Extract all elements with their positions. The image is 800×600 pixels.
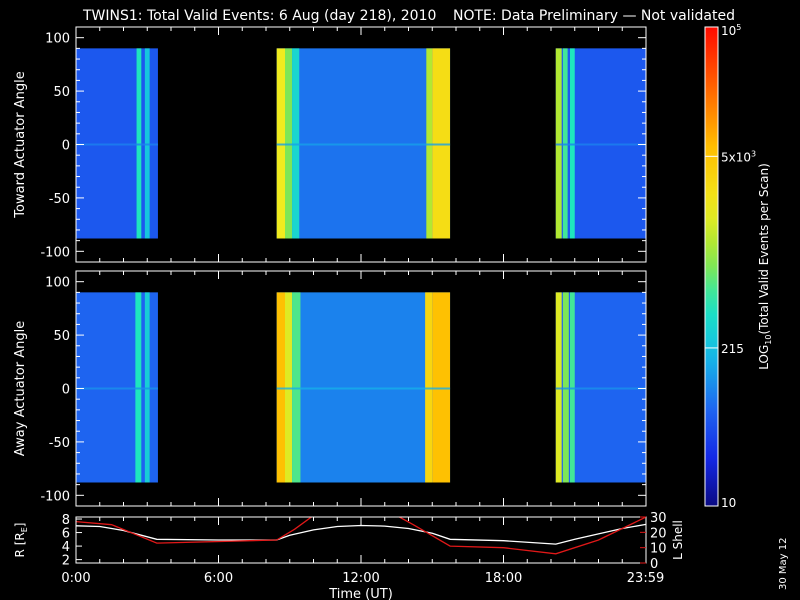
away-stripe <box>292 292 301 483</box>
toward-stripe <box>570 48 575 239</box>
colorbar-tick-mantissa: 5x10 <box>721 150 751 164</box>
radial-distance-line <box>76 523 646 545</box>
away-segment <box>555 292 646 483</box>
away-angle-panel: 100 50 0 -50 -100 Away Actuator Angle <box>13 270 647 507</box>
away-stripe <box>555 292 562 483</box>
orbit-y-tick-label: 8 <box>62 513 70 528</box>
time-tick-label: 23:59 <box>627 571 664 586</box>
away-y-label: Away Actuator Angle <box>13 321 28 456</box>
colorbar-label-log: LOG <box>757 345 771 370</box>
colorbar-tick-label: 105 <box>721 23 741 38</box>
orbit-y-tick-label: 4 <box>62 540 70 555</box>
orbit-y-tick-label: 2 <box>62 554 70 569</box>
away-y-tick-label: 50 <box>53 329 70 344</box>
toward-segment <box>76 48 158 239</box>
colorbar-tick-mantissa: 215 <box>721 342 744 356</box>
time-tick-label: 0:00 <box>61 571 90 586</box>
away-stripe <box>570 292 575 483</box>
toward-stripe <box>276 48 285 239</box>
colorbar-tick-label: 5x103 <box>721 149 756 164</box>
time-axis-label: Time (UT) <box>328 587 393 600</box>
away-y-tick-label: -100 <box>40 489 70 504</box>
lshell-y-tick-label: 0 <box>650 557 658 572</box>
colorbar-tick-mantissa: 10 <box>721 496 736 510</box>
toward-segment <box>555 48 646 239</box>
toward-zero-band <box>76 143 158 146</box>
away-zero-band <box>76 387 158 390</box>
toward-stripe <box>426 48 433 239</box>
lshell-y-tick-label: 10 <box>650 542 667 557</box>
toward-stripe <box>432 48 451 239</box>
toward-stripe <box>144 48 150 239</box>
colorbar-label-sub: 10 <box>764 335 773 345</box>
colorbar-tick-exponent: 5 <box>736 23 741 32</box>
side-date: 30 May 12 <box>778 538 789 590</box>
colorbar-label: LOG10(Total Valid Events per Scan) <box>757 163 773 370</box>
l-shell-line <box>76 517 646 555</box>
away-y-tick-label: -50 <box>49 436 70 451</box>
away-stripe <box>135 292 142 483</box>
toward-stripe <box>562 48 568 239</box>
time-tick-label: 18:00 <box>485 571 522 586</box>
toward-stripe <box>555 48 562 239</box>
colorbar-tick-label: 215 <box>721 342 744 356</box>
colorbar-tick-exponent: 3 <box>751 149 756 158</box>
time-tick-label: 6:00 <box>204 571 233 586</box>
lshell-y-tick-label: 30 <box>650 511 667 526</box>
away-stripe <box>562 292 569 483</box>
orbit-y-tick-label: 6 <box>62 527 70 542</box>
away-segment <box>276 292 451 483</box>
orbit-y-label: R [RE] <box>13 523 29 558</box>
colorbar-tick-label: 10 <box>721 496 736 510</box>
lshell-y-tick-label: 20 <box>650 526 667 541</box>
figure-title: TWINS1: Total Valid Events: 6 Aug (day 2… <box>82 8 436 24</box>
away-stripe <box>276 292 285 483</box>
away-stripe <box>425 292 433 483</box>
toward-stripe <box>285 48 293 239</box>
toward-y-tick-label: -50 <box>49 192 70 207</box>
toward-y-label: Toward Actuator Angle <box>13 71 28 218</box>
away-zero-band <box>555 387 646 390</box>
away-y-tick-label: 0 <box>62 383 70 398</box>
toward-y-tick-label: 50 <box>53 85 70 100</box>
away-y-tick-label: 100 <box>45 276 70 291</box>
toward-angle-panel: 100 50 0 -50 -100 Toward Actuator Angle <box>13 26 647 263</box>
away-stripe <box>144 292 150 483</box>
toward-zero-band <box>555 143 646 146</box>
toward-y-tick-label: 0 <box>62 139 70 154</box>
orbit-y-label-end: ] <box>13 523 27 528</box>
preliminary-note: NOTE: Data Preliminary — Not validated <box>453 8 735 24</box>
away-segment <box>76 292 158 483</box>
colorbar-label-rest: (Total Valid Events per Scan) <box>757 163 771 334</box>
toward-segment <box>276 48 451 239</box>
toward-y-tick-label: 100 <box>45 32 70 47</box>
lshell-y-label: L Shell <box>671 520 685 560</box>
toward-y-tick-label: -100 <box>40 245 70 260</box>
toward-stripe <box>292 48 300 239</box>
colorbar-gradient <box>704 26 719 507</box>
away-zero-band <box>276 387 451 390</box>
away-stripe <box>285 292 293 483</box>
away-stripe <box>432 292 451 483</box>
colorbar-tick-mantissa: 10 <box>721 24 736 38</box>
orbit-y-label-main: R [R <box>13 532 27 557</box>
toward-stripe <box>136 48 142 239</box>
time-tick-label: 12:00 <box>342 571 379 586</box>
orbit-y-label-sub: E <box>20 527 29 532</box>
toward-zero-band <box>276 143 451 146</box>
